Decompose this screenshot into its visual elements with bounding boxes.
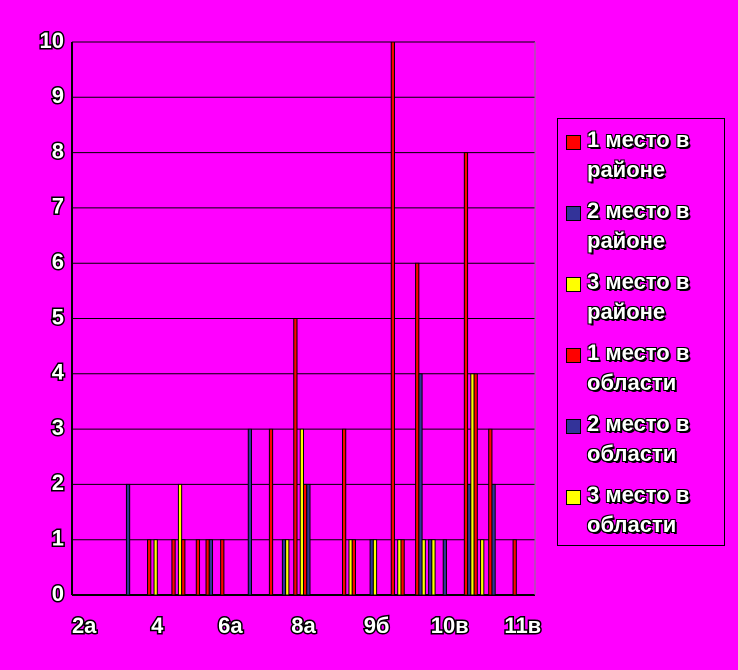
bar [147, 539, 152, 596]
y-tick-label: 6 [52, 249, 64, 274]
y-tick-label: 9 [52, 83, 64, 108]
legend-swatch [566, 348, 581, 363]
legend-item: 1 место в районе [562, 125, 720, 196]
x-tick-label: 10в [431, 613, 469, 638]
bar [351, 539, 356, 596]
legend-label: 3 место в районе [587, 269, 690, 324]
legend-item: 2 место в области [562, 409, 720, 480]
bar [418, 373, 423, 596]
legend-label: 2 место в области [587, 411, 690, 466]
y-tick-label: 5 [52, 304, 64, 329]
bar [208, 539, 214, 596]
bar [512, 539, 517, 596]
legend-label: 3 место в области [587, 482, 690, 537]
bar [421, 539, 426, 596]
y-tick-label: 3 [52, 415, 64, 440]
bar [306, 483, 311, 596]
bar [480, 539, 485, 596]
bar [463, 152, 469, 596]
bar [125, 483, 131, 596]
legend-swatch [566, 419, 581, 434]
legend-swatch [566, 490, 581, 505]
x-tick-label: 11в [504, 613, 541, 638]
y-tick-label: 2 [52, 470, 64, 495]
bar [442, 539, 447, 596]
y-tick-label: 0 [52, 581, 64, 606]
legend-item: 3 место в области [562, 480, 720, 551]
bar [285, 539, 290, 596]
y-tick-label: 1 [52, 526, 64, 551]
y-tick-label: 7 [52, 194, 64, 219]
bar [195, 539, 201, 596]
bar [293, 318, 298, 596]
bar [400, 539, 405, 596]
bar [268, 428, 274, 596]
y-tick-label: 10 [40, 28, 64, 53]
x-tick-label: 2а [72, 613, 97, 638]
y-tick-label: 4 [52, 360, 65, 385]
bar [372, 539, 378, 596]
x-tick-label: 4 [151, 613, 164, 638]
legend-item: 3 место в районе [562, 267, 720, 338]
bar [473, 373, 478, 596]
bar [431, 539, 436, 596]
bar [181, 539, 186, 596]
legend-swatch [566, 277, 581, 292]
x-tick-label: 6а [218, 613, 243, 638]
y-tick-label: 8 [52, 138, 64, 163]
legend-label: 1 место в районе [587, 127, 690, 182]
legend-label: 2 место в районе [587, 198, 690, 253]
bar [153, 539, 158, 596]
legend-swatch [566, 206, 581, 221]
bar [390, 41, 395, 596]
bar [341, 428, 347, 596]
bar [491, 483, 496, 596]
bar [220, 539, 225, 596]
legend-swatch [566, 135, 581, 150]
x-tick-label: 9б [364, 613, 390, 638]
bar [171, 539, 176, 596]
legend: 1 место в районе 2 место в районе 3 место … [557, 118, 725, 546]
legend-item: 2 место в районе [562, 196, 720, 267]
bar [247, 428, 253, 596]
legend-item: 1 место в области [562, 338, 720, 409]
legend-label: 1 место в области [587, 340, 690, 395]
x-tick-label: 8а [291, 613, 316, 638]
